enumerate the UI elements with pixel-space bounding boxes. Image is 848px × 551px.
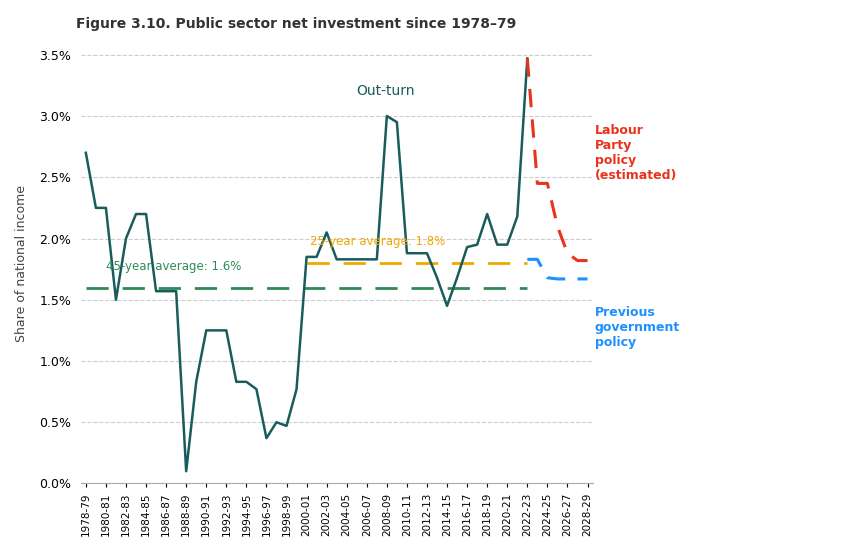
- Text: 25-year average: 1.8%: 25-year average: 1.8%: [310, 235, 445, 249]
- Text: Out-turn: Out-turn: [357, 84, 416, 98]
- Y-axis label: Share of national income: Share of national income: [15, 185, 28, 342]
- Text: Figure 3.10. Public sector net investment since 1978–79: Figure 3.10. Public sector net investmen…: [76, 17, 516, 30]
- Text: 45-year average: 1.6%: 45-year average: 1.6%: [106, 260, 242, 273]
- Text: Previous
government
policy: Previous government policy: [594, 306, 680, 349]
- Text: Labour
Party
policy
(estimated): Labour Party policy (estimated): [594, 124, 677, 182]
